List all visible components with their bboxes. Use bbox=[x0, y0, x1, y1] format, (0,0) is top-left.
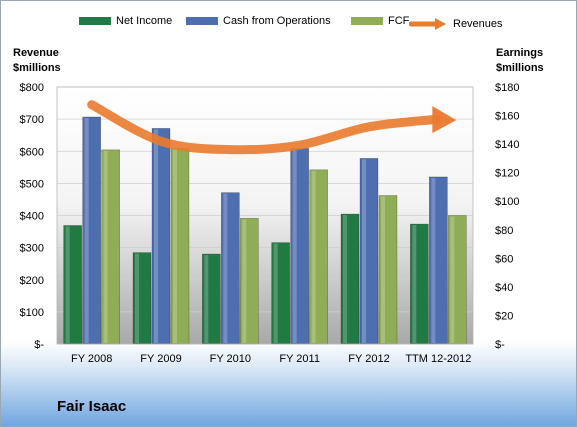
legend-item-cash-from-operations: Cash from Operations bbox=[186, 15, 331, 27]
legend-swatch-fcf bbox=[351, 17, 383, 25]
bar-fcf-highlight bbox=[173, 149, 177, 343]
bar-net-income-highlight bbox=[135, 253, 139, 343]
legend-item-revenues: Revenues bbox=[409, 15, 503, 33]
left-tick-label: $300 bbox=[20, 243, 44, 255]
left-axis-title: Revenue $millions bbox=[13, 46, 61, 76]
bar-cash-from-operations-highlight bbox=[362, 159, 366, 343]
left-tick-label: $400 bbox=[20, 211, 44, 223]
bar-cash-from-operations-highlight bbox=[292, 149, 297, 343]
right-axis-title: Earnings $millions bbox=[496, 46, 544, 76]
bar-net-income-highlight bbox=[273, 243, 278, 343]
right-tick-label: $40 bbox=[495, 282, 513, 294]
bar-fcf-highlight bbox=[242, 219, 247, 343]
left-tick-label: $200 bbox=[20, 275, 44, 287]
bar-net-income-highlight bbox=[65, 226, 70, 343]
right-tick-label: $- bbox=[495, 339, 505, 351]
bar-cash-from-operations-highlight bbox=[154, 129, 158, 343]
bar-net-income-highlight bbox=[204, 255, 209, 343]
legend-item-net-income: Net Income bbox=[79, 15, 172, 27]
right-tick-label: $100 bbox=[495, 196, 519, 208]
x-tick-label: FY 2012 bbox=[348, 353, 389, 365]
legend-swatch-net-income bbox=[79, 17, 111, 25]
legend-label-net-income: Net Income bbox=[116, 15, 173, 27]
left-tick-label: $700 bbox=[20, 114, 44, 126]
legend-arrow-revenues bbox=[409, 18, 446, 30]
left-tick-label: $- bbox=[34, 339, 44, 351]
right-tick-label: $140 bbox=[495, 139, 519, 151]
x-tick-label: FY 2008 bbox=[71, 353, 112, 365]
bar-fcf-highlight bbox=[103, 150, 108, 343]
bar-cash-from-operations-highlight bbox=[431, 177, 436, 343]
left-tick-label: $800 bbox=[20, 82, 44, 94]
bar-fcf-highlight bbox=[381, 196, 385, 343]
right-tick-label: $160 bbox=[495, 111, 519, 123]
left-axis-title-line1: Revenue bbox=[13, 47, 59, 59]
legend-label-revenues: Revenues bbox=[453, 18, 503, 30]
x-tick-label: FY 2011 bbox=[279, 353, 320, 365]
right-axis-title-line1: Earnings bbox=[496, 47, 544, 59]
legend-label-fcf: FCF bbox=[388, 15, 410, 27]
left-tick-label: $100 bbox=[20, 307, 44, 319]
left-tick-label: $500 bbox=[20, 178, 44, 190]
x-tick-label: TTM 12-2012 bbox=[405, 353, 471, 365]
x-tick-label: FY 2010 bbox=[210, 353, 251, 365]
legend-item-fcf: FCF bbox=[351, 15, 409, 27]
bar-net-income-highlight bbox=[343, 215, 347, 343]
bar-net-income-highlight bbox=[412, 225, 417, 343]
plot-border bbox=[56, 86, 474, 345]
line-revenues-arrowhead bbox=[432, 106, 457, 134]
left-tick-label: $600 bbox=[20, 146, 44, 158]
right-axis-title-line2: $millions bbox=[496, 62, 544, 74]
bar-cash-from-operations-highlight bbox=[84, 117, 89, 343]
right-tick-label: $60 bbox=[495, 253, 513, 265]
right-tick-label: $120 bbox=[495, 168, 519, 180]
line-revenues bbox=[87, 100, 443, 155]
legend-swatch-cash-from-operations bbox=[186, 17, 218, 25]
right-tick-label: $180 bbox=[495, 82, 519, 94]
right-tick-label: $80 bbox=[495, 225, 513, 237]
left-axis-title-line2: $millions bbox=[13, 62, 61, 74]
bar-cash-from-operations-highlight bbox=[223, 193, 228, 343]
x-tick-label: FY 2009 bbox=[140, 353, 181, 365]
company-name: Fair Isaac bbox=[57, 398, 127, 415]
bar-fcf-highlight bbox=[311, 170, 316, 343]
legend-label-cash-from-operations: Cash from Operations bbox=[223, 15, 331, 27]
bar-fcf-highlight bbox=[450, 216, 455, 343]
right-tick-label: $20 bbox=[495, 310, 513, 322]
